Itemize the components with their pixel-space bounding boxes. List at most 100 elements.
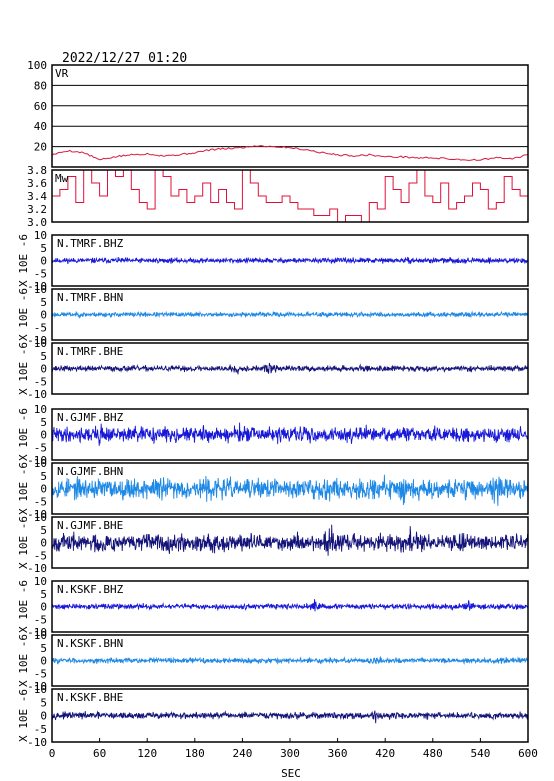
y-tick-label: 0 <box>40 655 47 668</box>
y-tick-label: 80 <box>34 79 47 92</box>
y-tick-label: 5 <box>40 524 47 537</box>
panel-frame <box>51 634 529 687</box>
figure-timestamp: 2022/12/27 01:20 <box>62 51 187 66</box>
y-tick-label: 0 <box>40 483 47 496</box>
y-tick-label: -10 <box>27 626 47 639</box>
series-line-mw <box>52 169 529 223</box>
series-line-n-kskf-bhe <box>51 710 529 724</box>
y-tick-label: 10 <box>34 511 47 524</box>
panel-frame <box>51 288 529 341</box>
panel-vr: 100 80 60 40 20 VR <box>27 59 529 168</box>
series-line-vr <box>51 145 529 161</box>
series-line-n-kskf-bhz <box>51 599 529 612</box>
y-tick-label: 0 <box>40 537 47 550</box>
y-tick-label: -10 <box>27 736 47 749</box>
panel-frame <box>51 169 529 223</box>
x-tick-label: 240 <box>232 747 252 760</box>
x-tick-label: 180 <box>185 747 205 760</box>
panel-label: VR <box>55 67 69 80</box>
panel-frame <box>51 462 529 515</box>
y-tick-label: -5 <box>34 441 47 454</box>
panel-label: N.GJMF.BHN <box>57 465 123 478</box>
y-tick-label: -5 <box>34 667 47 680</box>
y-tick-label: 0 <box>40 601 47 614</box>
y-tick-label: -10 <box>27 280 47 293</box>
series-line-n-gjmf-bhe <box>51 524 529 556</box>
y-tick-label: -10 <box>27 454 47 467</box>
panel-frame <box>51 64 529 168</box>
panel-label: N.GJMF.BHE <box>57 519 123 532</box>
y-tick-label: 0 <box>40 429 47 442</box>
panel-frame <box>51 342 529 395</box>
y-tick-label: 60 <box>34 100 47 113</box>
panel-frame <box>51 516 529 569</box>
y-tick-label: -5 <box>34 321 47 334</box>
x-tick-label: 600 <box>518 747 538 760</box>
y-tick-label: 5 <box>40 588 47 601</box>
y-tick-label: 0 <box>40 309 47 322</box>
panel-frame <box>51 408 529 461</box>
y-tick-label: 5 <box>40 350 47 363</box>
y-axis-unit-label: X 10E -6 <box>17 580 30 633</box>
panel-frame <box>51 580 529 633</box>
series-line-n-kskf-bhn <box>51 655 529 665</box>
y-tick-label: 10 <box>34 629 47 642</box>
y-tick-label: -5 <box>34 495 47 508</box>
y-tick-label: 3.6 <box>27 177 47 190</box>
panel-mw: 3.83.63.43.23.0 Mw <box>27 164 529 229</box>
panel-label: N.TMRF.BHZ <box>57 237 124 250</box>
y-tick-label: 10 <box>34 403 47 416</box>
y-axis-unit-label: X 10E -6 <box>17 288 30 341</box>
x-axis: 0 60 120 180 240 300 360 420 480 540 600 <box>49 738 538 760</box>
panel-label: Mw <box>55 172 69 185</box>
y-tick-label: 10 <box>34 575 47 588</box>
y-tick-label: 10 <box>34 229 47 242</box>
y-tick-label: 0 <box>40 363 47 376</box>
y-tick-label: 5 <box>40 296 47 309</box>
y-tick-label: 3.2 <box>27 203 47 216</box>
x-tick-label: 0 <box>49 747 56 760</box>
y-axis-unit-label: X 10E -6 <box>17 516 30 569</box>
x-tick-label: 360 <box>328 747 348 760</box>
y-tick-label: -5 <box>34 613 47 626</box>
y-tick-label: 3.0 <box>27 216 47 229</box>
y-tick-label: 20 <box>34 141 47 154</box>
y-tick-label: -10 <box>27 334 47 347</box>
y-axis-unit-label: X 10E -6 <box>17 634 30 687</box>
y-tick-label: 10 <box>34 283 47 296</box>
x-tick-label: 480 <box>423 747 443 760</box>
y-axis-unit-label: X 10E -6 <box>17 689 30 742</box>
x-axis-label: SEC <box>281 767 301 780</box>
x-tick-label: 540 <box>470 747 490 760</box>
y-tick-label: 5 <box>40 242 47 255</box>
x-tick-label: 60 <box>93 747 106 760</box>
panel-label: N.TMRF.BHN <box>57 291 123 304</box>
panel-label: N.KSKF.BHN <box>57 637 123 650</box>
panel-label: N.TMRF.BHE <box>57 345 123 358</box>
y-tick-label: 0 <box>40 710 47 723</box>
y-tick-label: 5 <box>40 642 47 655</box>
y-tick-label: 10 <box>34 337 47 350</box>
y-tick-label: -5 <box>34 375 47 388</box>
y-tick-label: 100 <box>27 59 47 72</box>
y-tick-label: -10 <box>27 508 47 521</box>
y-tick-label: 10 <box>34 457 47 470</box>
x-tick-label: 300 <box>280 747 300 760</box>
y-tick-label: 0 <box>40 255 47 268</box>
y-axis-unit-label: X 10E -6 <box>17 342 30 395</box>
y-tick-label: 5 <box>40 416 47 429</box>
y-tick-label: -10 <box>27 388 47 401</box>
series-line-n-gjmf-bhn <box>51 474 529 506</box>
y-tick-label: -5 <box>34 723 47 736</box>
y-tick-label: 10 <box>34 683 47 696</box>
y-tick-label: -10 <box>27 562 47 575</box>
y-tick-label: -10 <box>27 680 47 693</box>
chart-panels: 10080604020VR3.83.63.43.23.0Mw1050-5-10X… <box>17 59 529 749</box>
